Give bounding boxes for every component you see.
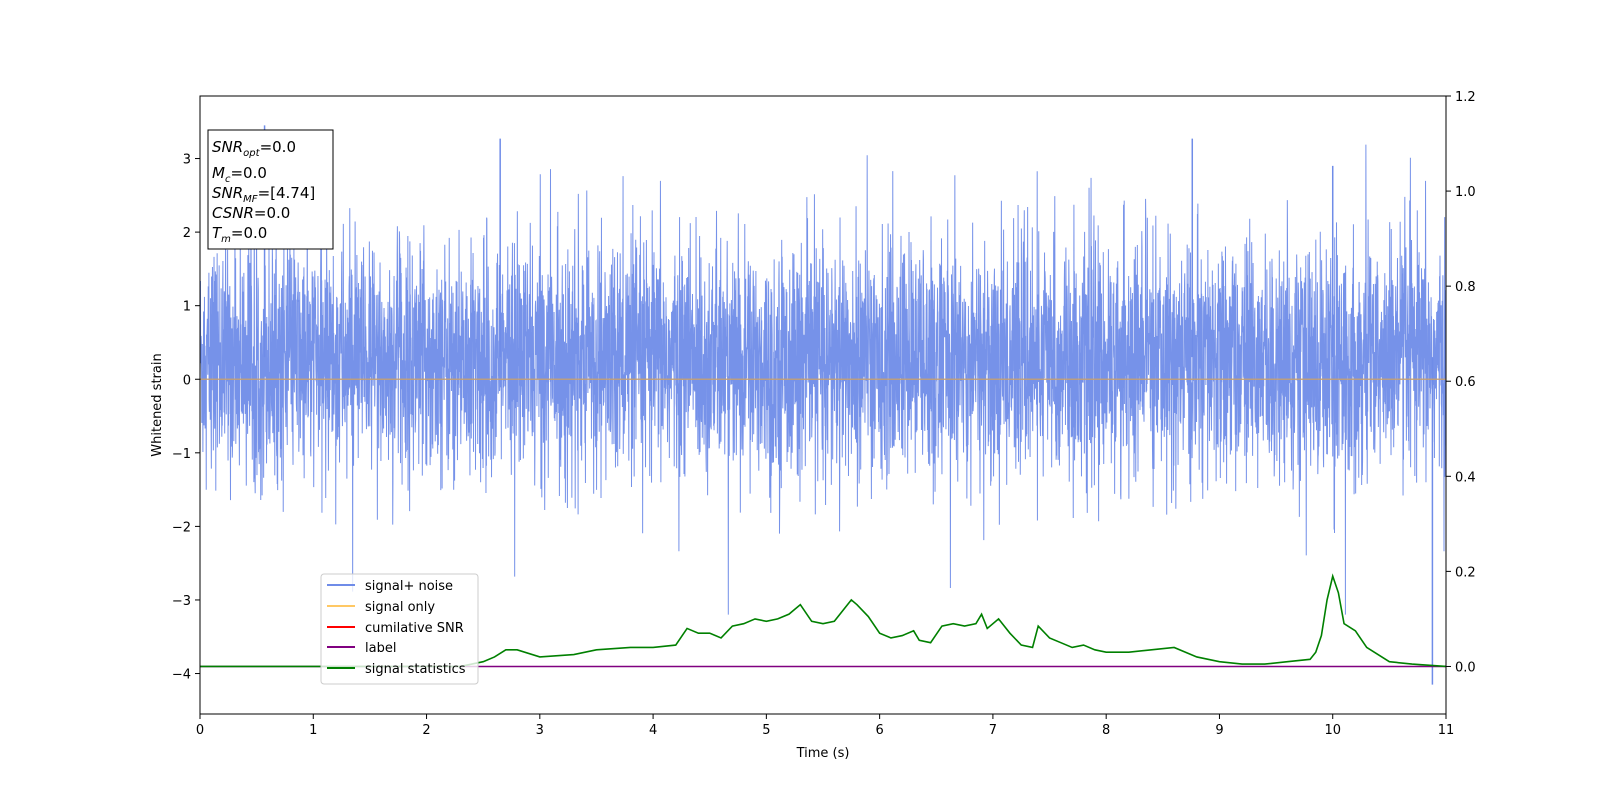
- y-left-tick-label: 2: [183, 226, 191, 241]
- stats-box-frame: [207, 129, 334, 250]
- y-axis-right: 0.0 0.2 0.4 0.6 0.8 1.0 1.2: [1446, 90, 1476, 675]
- legend-label-label: label: [365, 641, 396, 656]
- y-left-tick-label: −1: [172, 447, 191, 462]
- stats-box: SNRopt=0.0 Mc=0.0 SNRMF=[4.74] CSNR=0.0 …: [207, 129, 334, 250]
- stat-csnr: CSNR=0.0: [212, 204, 290, 222]
- stat-snr-mf: SNRMF=[4.74]: [212, 184, 315, 205]
- legend-frame: [320, 573, 479, 685]
- stat-snr-opt: SNRopt=0.0: [212, 138, 296, 159]
- x-tick-label: 6: [875, 723, 883, 738]
- legend: signal+ noise signal only cumilative SNR…: [320, 573, 479, 685]
- x-axis-label: Time (s): [796, 746, 850, 761]
- y-left-tick-label: −2: [172, 520, 191, 535]
- x-tick-label: 7: [989, 723, 997, 738]
- y-axis-label: Whitened strain: [150, 353, 165, 456]
- stat-mc: Mc=0.0: [212, 164, 267, 185]
- y-left-tick-label: 0: [183, 373, 191, 388]
- x-tick-label: 8: [1102, 723, 1110, 738]
- legend-label-cumulative-snr: cumilative SNR: [365, 621, 464, 636]
- x-tick-label: 2: [422, 723, 430, 738]
- y-right-tick-label: 1.2: [1455, 90, 1476, 105]
- y-right-tick-label: 0.2: [1455, 565, 1476, 580]
- y-left-tick-label: 3: [183, 153, 191, 168]
- y-axis-left: −4 −3 −2 −1 0 1 2 3: [172, 153, 200, 683]
- x-axis: 0 1 2 3 4 5 6 7 8 9 10 11: [196, 714, 1454, 738]
- y-right-tick-label: 1.0: [1455, 185, 1476, 200]
- y-left-tick-label: 1: [183, 300, 191, 315]
- signal-statistics-series: [200, 573, 1447, 668]
- legend-label-signal-noise: signal+ noise: [365, 579, 453, 594]
- y-right-tick-label: 0.4: [1455, 470, 1476, 485]
- stat-tm: Tm=0.0: [212, 224, 267, 245]
- x-tick-label: 10: [1324, 723, 1341, 738]
- x-tick-label: 4: [649, 723, 657, 738]
- x-tick-label: 5: [762, 723, 770, 738]
- y-left-tick-label: −4: [172, 668, 191, 683]
- x-tick-label: 1: [309, 723, 317, 738]
- x-tick-label: 9: [1215, 723, 1223, 738]
- legend-label-signal-only: signal only: [365, 600, 435, 615]
- plot-frame: [199, 95, 1447, 715]
- x-tick-label: 11: [1438, 723, 1455, 738]
- x-tick-label: 3: [536, 723, 544, 738]
- x-tick-label: 0: [196, 723, 204, 738]
- y-left-tick-label: −3: [172, 594, 191, 609]
- noise-line: [199, 144, 1447, 615]
- y-right-tick-label: 0.8: [1455, 280, 1476, 295]
- signal-statistics-line: [200, 573, 1447, 668]
- y-right-tick-label: 0.0: [1455, 660, 1476, 675]
- legend-label-signal-statistics: signal statistics: [365, 662, 466, 677]
- y-right-tick-label: 0.6: [1455, 375, 1476, 390]
